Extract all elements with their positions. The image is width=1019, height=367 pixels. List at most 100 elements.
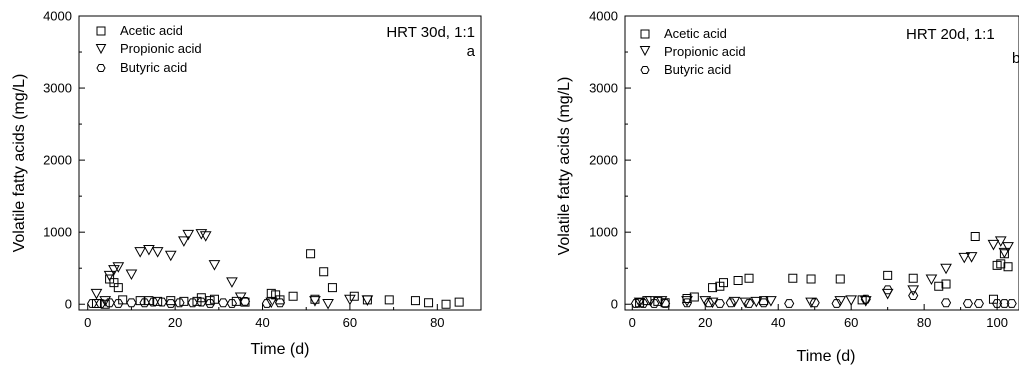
data-point-triangle-down	[134, 247, 147, 258]
data-point-hexagon	[999, 299, 1010, 308]
panel-a-data-marks	[87, 229, 464, 310]
data-point-triangle-down	[361, 295, 374, 306]
data-point-triangle-down	[226, 277, 238, 288]
panel-b-y-axis-label: Volatile fatty acids (mg/L)	[556, 77, 573, 256]
data-point-triangle-down	[103, 270, 116, 282]
data-point-square	[179, 296, 189, 306]
data-point-square	[708, 283, 718, 293]
legend-triangle-icon	[639, 46, 651, 57]
data-point-square	[970, 232, 980, 241]
y-tick-label: 3000	[589, 81, 618, 96]
data-point-hexagon	[714, 299, 725, 308]
data-point-triangle-down	[108, 265, 120, 276]
data-point-hexagon	[962, 299, 974, 308]
data-point-triangle-down	[765, 296, 777, 307]
data-point-triangle-down	[655, 296, 668, 307]
panel-b-title: HRT 20d, 1:1	[906, 26, 995, 43]
y-tick-label: 1000	[589, 225, 618, 240]
data-point-triangle-down	[706, 297, 719, 309]
x-tick-label: 0	[629, 315, 636, 330]
data-point-hexagon	[156, 297, 168, 307]
data-point-square	[635, 298, 645, 308]
data-point-hexagon	[649, 299, 660, 308]
data-point-triangle-down	[182, 229, 195, 241]
data-point-square	[733, 275, 743, 285]
x-tick-label: 60	[844, 315, 858, 330]
data-point-square	[835, 274, 845, 284]
data-point-triangle-down	[728, 296, 741, 308]
data-point-hexagon	[196, 297, 207, 307]
data-point-square	[454, 297, 464, 307]
panel-b-label: b	[1012, 50, 1019, 67]
data-point-square	[941, 279, 951, 289]
data-point-triangle-down	[739, 297, 752, 309]
data-point-triangle-down	[208, 260, 221, 271]
data-point-triangle-down	[644, 296, 657, 307]
panel-a-title: HRT 30d, 1:1	[386, 24, 475, 41]
data-point-triangle-down	[125, 269, 138, 281]
data-point-hexagon	[940, 298, 952, 308]
data-point-square	[310, 294, 320, 304]
data-point-triangle-down	[699, 296, 712, 307]
legend-label-acetic: Acetic acid	[120, 23, 183, 38]
data-point-square	[988, 294, 998, 304]
data-point-square	[788, 273, 798, 283]
data-point-square	[908, 273, 918, 283]
data-point-square	[719, 278, 728, 288]
data-point-triangle-down	[265, 297, 278, 309]
data-point-triangle-down	[958, 252, 971, 264]
data-point-hexagon	[681, 298, 693, 308]
data-point-square	[153, 296, 163, 306]
data-point-hexagon	[87, 299, 98, 308]
legend-hexagon-icon	[640, 66, 650, 74]
data-point-hexagon	[113, 299, 124, 308]
data-point-hexagon	[992, 299, 1003, 308]
data-point-triangle-down	[309, 296, 321, 307]
data-point-triangle-down	[195, 229, 208, 240]
data-point-hexagon	[95, 299, 106, 308]
panel-b-data-marks	[630, 232, 1017, 309]
data-point-hexagon	[274, 298, 286, 308]
data-point-triangle-down	[633, 297, 646, 309]
panel-b-x-axis-label: Time (d)	[797, 348, 856, 365]
data-point-hexagon	[831, 299, 842, 308]
data-point-hexagon	[638, 299, 649, 308]
data-point-triangle-down	[151, 247, 164, 258]
data-point-hexagon	[860, 294, 871, 304]
data-point-square	[105, 274, 115, 284]
legend-hexagon-icon	[96, 64, 106, 72]
data-point-triangle-down	[925, 274, 938, 286]
data-point-hexagon	[660, 299, 671, 308]
data-point-triangle-down	[112, 262, 125, 273]
legend-square-icon	[96, 26, 106, 36]
data-point-triangle-down	[322, 299, 334, 310]
data-point-hexagon	[226, 299, 238, 308]
data-point-triangle-down	[199, 231, 212, 242]
y-tick-label: 2000	[589, 153, 618, 168]
data-point-square	[144, 296, 154, 306]
data-point-hexagon	[174, 298, 185, 308]
x-tick-label: 20	[168, 315, 182, 330]
data-point-hexagon	[809, 298, 820, 308]
data-point-square	[410, 296, 420, 306]
data-point-square	[327, 283, 337, 293]
data-point-hexagon	[743, 299, 755, 308]
y-tick-label: 4000	[43, 9, 72, 24]
x-tick-label: 40	[771, 315, 785, 330]
data-point-square	[883, 270, 893, 280]
data-point-hexagon	[908, 291, 919, 300]
panel-b-legend: Acetic acid Propionic acid Butyric acid	[639, 26, 746, 77]
data-point-triangle-down	[834, 296, 847, 307]
legend-triangle-icon	[95, 44, 107, 55]
legend-label-propionic: Propionic acid	[120, 41, 202, 56]
data-point-square	[306, 249, 316, 259]
data-point-triangle-down	[998, 247, 1011, 259]
data-point-hexagon	[758, 298, 769, 308]
data-point-triangle-down	[164, 250, 177, 262]
data-point-triangle-down	[681, 296, 693, 307]
panel-a-legend: Acetic acid Propionic acid Butyric acid	[95, 23, 202, 75]
data-point-hexagon	[139, 298, 150, 308]
